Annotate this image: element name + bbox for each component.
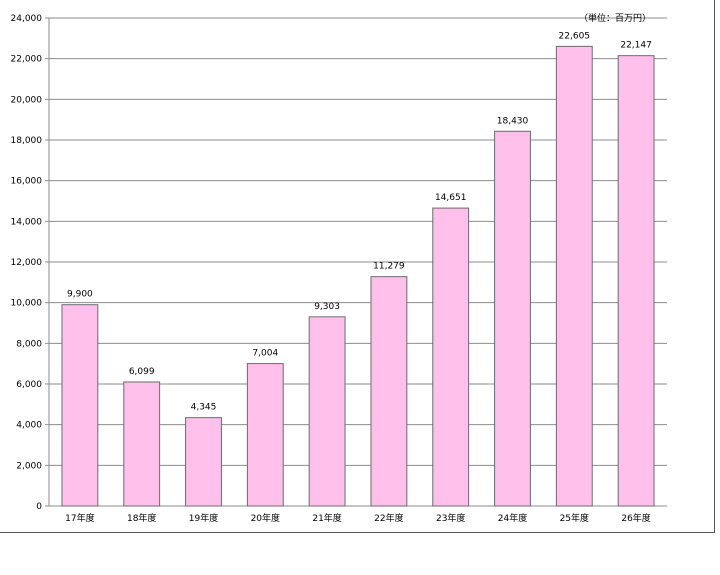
unit-label: （単位：百万円） — [579, 12, 651, 24]
y-axis-ticks: 0 2,000 4,000 6,000 8,000 10,000 12,000 14,000 1… — [11, 14, 43, 512]
bars — [61, 45, 655, 507]
bar — [61, 304, 99, 507]
y-tick-label: 24,000 — [11, 14, 43, 24]
data-label: 11,279 — [373, 262, 405, 272]
bar — [185, 417, 222, 507]
x-tick-label: 22年度 — [374, 512, 403, 524]
x-tick-label: 21年度 — [312, 512, 341, 524]
y-tick-label: 12,000 — [11, 258, 43, 268]
bar — [617, 55, 655, 507]
y-tick-label: 0 — [36, 502, 42, 512]
bar — [308, 316, 346, 507]
data-label: 7,004 — [252, 349, 278, 359]
bar — [123, 381, 161, 507]
y-tick-label: 22,000 — [11, 55, 43, 65]
x-tick-label: 17年度 — [65, 512, 94, 524]
y-tick-label: 16,000 — [11, 177, 43, 187]
y-tick-label: 4,000 — [16, 421, 42, 431]
data-label: 22,605 — [559, 31, 591, 41]
y-tick-label: 14,000 — [11, 217, 43, 227]
data-labels: 9,900 6,099 4,345 7,004 9,303 11,279 14,651 18,… — [67, 31, 652, 412]
y-tick-label: 8,000 — [16, 339, 42, 349]
y-tick-label: 6,000 — [16, 380, 42, 390]
y-tick-label: 10,000 — [11, 299, 43, 309]
bar — [370, 276, 408, 507]
data-label: 9,900 — [67, 290, 93, 300]
y-tick-label: 18,000 — [11, 136, 43, 146]
data-label: 6,099 — [129, 367, 155, 377]
y-tick-label: 20,000 — [11, 95, 43, 105]
x-tick-label: 26年度 — [621, 512, 650, 524]
chart-frame — [0, 0, 715, 533]
y-tick-label: 2,000 — [16, 461, 42, 471]
bar — [246, 363, 284, 507]
data-label: 14,651 — [435, 193, 467, 203]
bar — [494, 130, 531, 507]
x-tick-label: 24年度 — [498, 512, 527, 524]
x-tick-label: 23年度 — [436, 512, 465, 524]
x-tick-label: 18年度 — [127, 512, 156, 524]
bar — [432, 207, 470, 507]
x-tick-label: 25年度 — [560, 512, 589, 524]
x-tick-label: 19年度 — [189, 512, 218, 524]
x-axis-ticks: 17年度 18年度 19年度 20年度 21年度 22年度 23年度 24年度 25年度 26年度 — [65, 512, 651, 524]
data-label: 18,430 — [497, 116, 529, 126]
x-tick-label: 20年度 — [251, 512, 280, 524]
data-label: 4,345 — [191, 403, 217, 413]
data-label: 9,303 — [314, 302, 340, 312]
bar — [555, 45, 593, 507]
data-label: 22,147 — [620, 41, 652, 51]
